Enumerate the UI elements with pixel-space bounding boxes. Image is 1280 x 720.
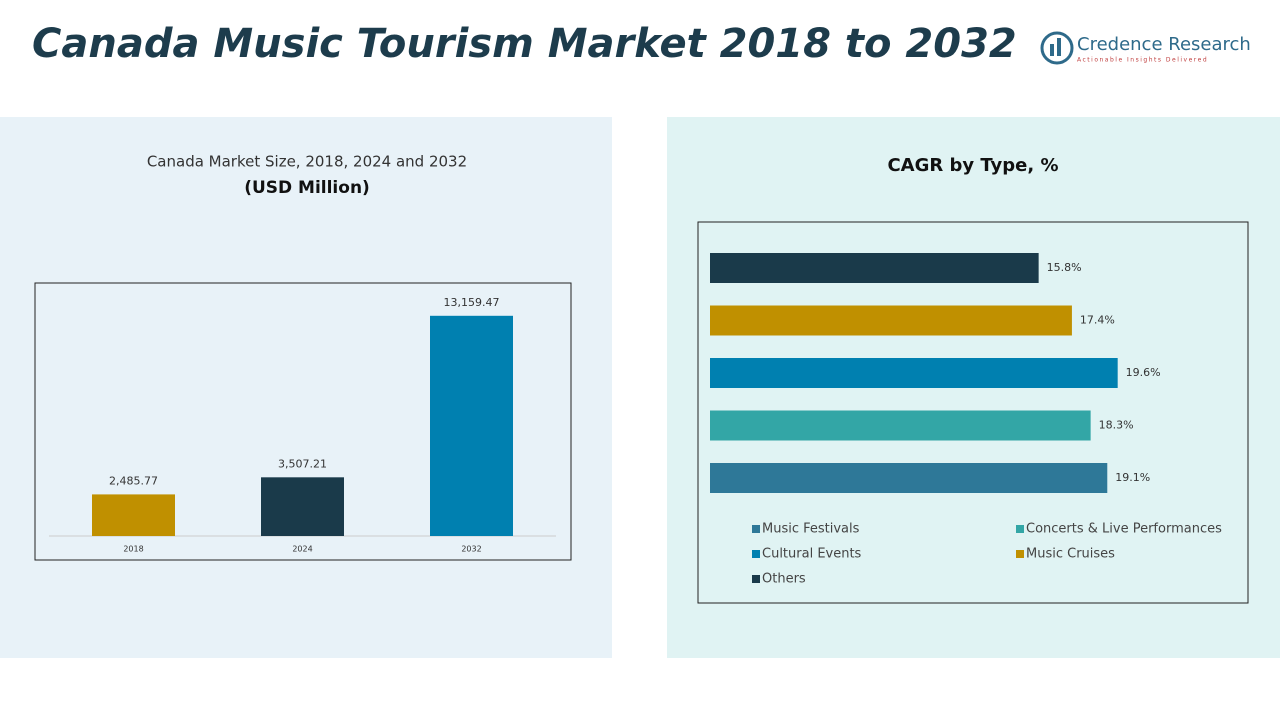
legend-label: Cultural Events xyxy=(762,547,862,562)
logo-icon-bar xyxy=(1050,44,1054,56)
legend-swatch xyxy=(752,525,760,533)
chart-title: CAGR by Type, % xyxy=(887,155,1058,176)
chart-title: Canada Market Size, 2018, 2024 and 2032 xyxy=(147,153,467,171)
bar xyxy=(710,410,1091,441)
bar xyxy=(261,477,344,536)
legend-label: Others xyxy=(762,572,806,587)
value-label: 3,507.21 xyxy=(278,457,327,470)
x-tick-label: 2032 xyxy=(461,545,481,554)
bar xyxy=(710,305,1072,336)
bar xyxy=(710,463,1108,493)
x-tick-label: 2018 xyxy=(123,545,143,554)
value-label: 17.4% xyxy=(1080,314,1115,327)
chart-subtitle: (USD Million) xyxy=(244,178,370,198)
legend-label: Music Festivals xyxy=(762,522,860,537)
legend-label: Concerts & Live Performances xyxy=(1026,522,1222,537)
left-panel xyxy=(0,117,612,658)
value-label: 19.6% xyxy=(1126,366,1161,379)
bar xyxy=(92,494,175,536)
brand-tagline: Actionable Insights Delivered xyxy=(1077,57,1208,64)
bar xyxy=(430,315,513,536)
brand-name: Credence Research xyxy=(1077,34,1251,55)
legend-swatch xyxy=(1016,525,1024,533)
value-label: 19.1% xyxy=(1115,471,1150,484)
logo-icon-bar xyxy=(1057,38,1061,56)
legend-label: Music Cruises xyxy=(1026,547,1115,562)
legend-swatch xyxy=(752,575,760,583)
bar xyxy=(710,358,1118,388)
logo-icon xyxy=(1040,31,1074,65)
page-title: Canada Music Tourism Market 2018 to 2032 xyxy=(32,21,1017,67)
chart-frame xyxy=(697,221,1249,604)
value-label: 2,485.77 xyxy=(109,474,158,487)
bar xyxy=(710,253,1039,283)
value-label: 13,159.47 xyxy=(444,296,500,309)
legend-swatch xyxy=(1016,550,1024,558)
logo: Credence Research Actionable Insights De… xyxy=(1040,31,1251,65)
value-label: 18.3% xyxy=(1099,419,1134,432)
legend-swatch xyxy=(752,550,760,558)
chart-frame xyxy=(34,282,572,561)
value-label: 15.8% xyxy=(1047,261,1082,274)
x-tick-label: 2024 xyxy=(292,545,312,554)
